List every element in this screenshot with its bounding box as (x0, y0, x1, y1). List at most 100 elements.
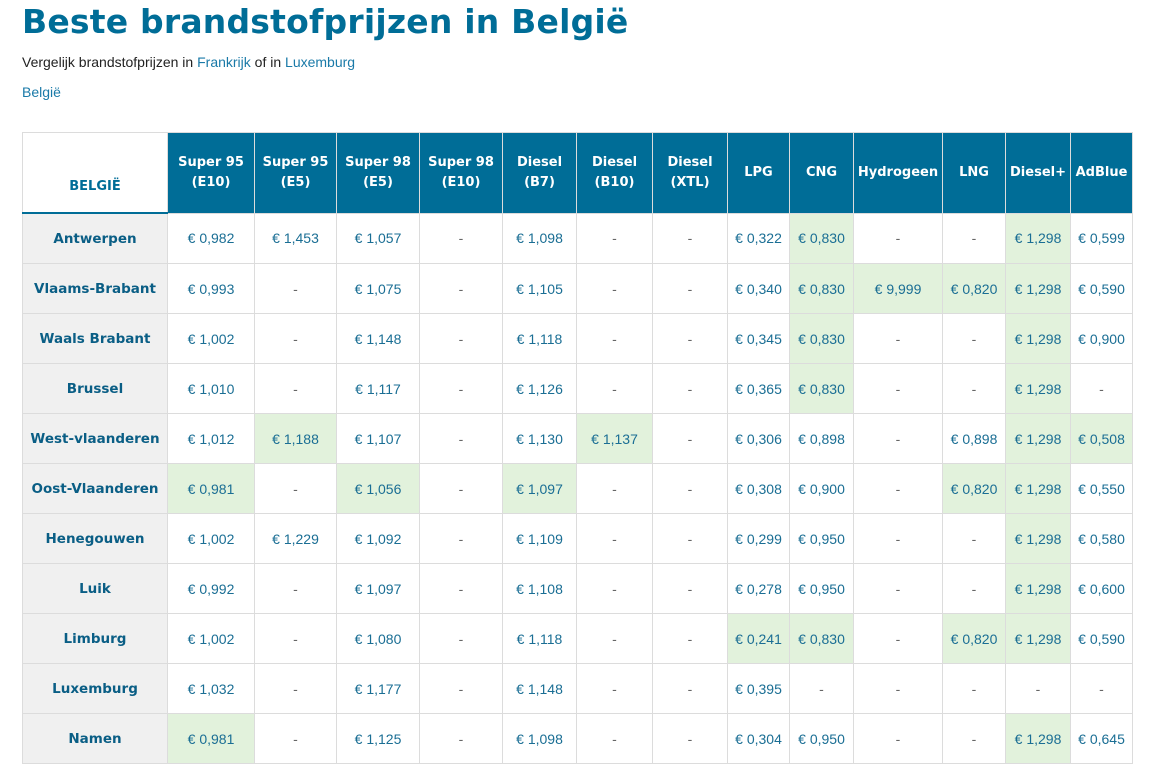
price-cell: - (853, 212, 943, 264)
price-cell: € 0,898 (942, 413, 1006, 464)
column-header: Hydrogeen (853, 132, 943, 214)
breadcrumb-link-belgie[interactable]: België (22, 84, 61, 100)
table-row: Luik € 0,992- € 1,097- € 1,108- - € 0,278 € 0,… (22, 563, 1133, 614)
column-header: AdBlue (1070, 132, 1133, 214)
price-cell: - (576, 363, 653, 414)
column-header-label: Diesel (591, 154, 638, 170)
column-header-sublabel: (E10) (191, 174, 231, 190)
table-row: Antwerpen € 0,982 € 1,453 € 1,057- € 1,098- -… (22, 212, 1133, 264)
column-header-label: Super 98 (345, 154, 411, 170)
table-row: Limburg € 1,002- € 1,080- € 1,118- - € 0,241 €… (22, 613, 1133, 664)
price-cell: € 1,298 (1005, 713, 1071, 764)
subtitle-middle: of in (250, 54, 286, 70)
price-cell: € 1,105 (502, 263, 577, 314)
column-header: Diesel+ (1005, 132, 1071, 214)
breadcrumb: België (22, 84, 61, 100)
price-cell: € 1,177 (336, 663, 420, 714)
page-title: Beste brandstofprijzen in België (22, 2, 629, 41)
price-cell: € 1,298 (1005, 212, 1071, 264)
price-cell: - (576, 313, 653, 364)
price-cell: - (419, 463, 503, 514)
column-header-sublabel: (E10) (441, 174, 481, 190)
price-cell: € 0,830 (789, 363, 854, 414)
column-header: Diesel (XTL) (652, 132, 728, 214)
price-cell: € 0,590 (1070, 263, 1133, 314)
price-cell: - (254, 463, 337, 514)
price-cell: € 1,097 (336, 563, 420, 614)
table-row: Waals Brabant € 1,002- € 1,148- € 1,118- - € … (22, 313, 1133, 364)
price-cell: € 0,508 (1070, 413, 1133, 464)
column-header-sublabel: (B10) (594, 174, 635, 190)
price-cell: - (652, 613, 728, 664)
price-cell: € 1,298 (1005, 413, 1071, 464)
link-frankrijk[interactable]: Frankrijk (197, 54, 251, 70)
price-cell: € 0,365 (727, 363, 790, 414)
price-cell: € 1,118 (502, 313, 577, 364)
region-name: Luik (22, 563, 168, 614)
price-cell: € 0,950 (789, 513, 854, 564)
price-cell: - (419, 313, 503, 364)
price-cell: € 0,304 (727, 713, 790, 764)
region-name: Luxemburg (22, 663, 168, 714)
country-header: BELGIË (22, 132, 168, 214)
price-cell: € 0,981 (167, 463, 255, 514)
region-name: Brussel (22, 363, 168, 414)
fuel-price-table: BELGIË Super 95 (E10) Super 95 (E5) Super 98… (22, 132, 1133, 764)
price-cell: - (652, 463, 728, 514)
price-cell: - (942, 563, 1006, 614)
price-cell: - (652, 563, 728, 614)
price-cell: - (652, 212, 728, 264)
price-cell: € 1,298 (1005, 263, 1071, 314)
column-header: LPG (727, 132, 790, 214)
price-cell: - (853, 663, 943, 714)
price-cell: € 1,010 (167, 363, 255, 414)
column-header-label: AdBlue (1075, 164, 1128, 180)
price-cell: - (254, 713, 337, 764)
column-header-label: Hydrogeen (857, 164, 939, 180)
price-cell: € 0,600 (1070, 563, 1133, 614)
price-cell: € 1,118 (502, 613, 577, 664)
column-header: Super 95 (E10) (167, 132, 255, 214)
link-luxemburg[interactable]: Luxemburg (285, 54, 356, 70)
price-cell: € 1,125 (336, 713, 420, 764)
price-cell: € 1,108 (502, 563, 577, 614)
price-cell: € 1,298 (1005, 563, 1071, 614)
column-header-sublabel: (B7) (524, 174, 555, 190)
table-row: Henegouwen € 1,002 € 1,229 € 1,092- € 1,109-… (22, 513, 1133, 564)
table-row: Namen € 0,981- € 1,125- € 1,098- - € 0,304 € 0… (22, 713, 1133, 764)
price-cell: - (652, 263, 728, 314)
price-cell: - (576, 463, 653, 514)
price-cell: - (576, 663, 653, 714)
price-cell: € 1,137 (576, 413, 653, 464)
price-cell: - (789, 663, 854, 714)
column-header-label: Super 98 (428, 154, 494, 170)
price-cell: € 1,002 (167, 313, 255, 364)
price-cell: - (576, 613, 653, 664)
price-cell: € 0,308 (727, 463, 790, 514)
price-cell: € 0,645 (1070, 713, 1133, 764)
column-header-label: Diesel+ (1010, 164, 1066, 180)
price-cell: - (1070, 663, 1133, 714)
price-cell: € 0,982 (167, 212, 255, 264)
price-cell: € 1,229 (254, 513, 337, 564)
price-cell: € 1,130 (502, 413, 577, 464)
price-cell: € 1,002 (167, 613, 255, 664)
price-cell: € 0,345 (727, 313, 790, 364)
price-cell: - (419, 713, 503, 764)
price-cell: - (576, 563, 653, 614)
price-cell: € 1,148 (502, 663, 577, 714)
price-cell: € 0,299 (727, 513, 790, 564)
price-cell: - (942, 212, 1006, 264)
price-cell: € 0,900 (1070, 313, 1133, 364)
price-cell: € 1,188 (254, 413, 337, 464)
column-header-label: Super 95 (262, 154, 329, 170)
column-header-label: LNG (959, 164, 989, 180)
price-cell: € 0,830 (789, 263, 854, 314)
table-header-row: BELGIË Super 95 (E10) Super 95 (E5) Super 98… (22, 132, 1133, 214)
price-cell: - (942, 663, 1006, 714)
column-header-label: CNG (805, 164, 838, 180)
price-cell: - (652, 663, 728, 714)
price-cell: € 0,395 (727, 663, 790, 714)
price-cell: € 0,306 (727, 413, 790, 464)
table-body: Antwerpen € 0,982 € 1,453 € 1,057- € 1,098- -… (22, 212, 1133, 764)
